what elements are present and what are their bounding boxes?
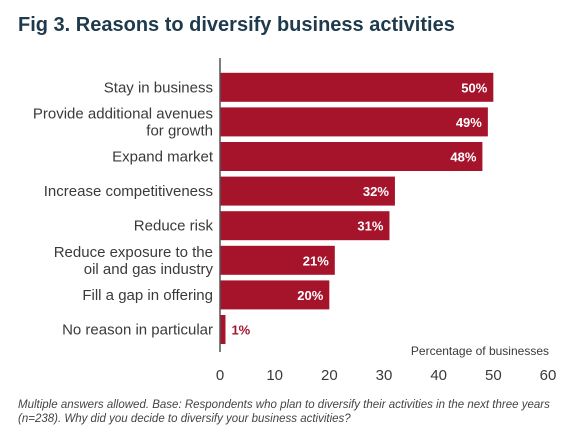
value-label-0: 50% <box>461 80 487 95</box>
bar-1 <box>220 107 488 137</box>
category-label-4: Reduce risk <box>134 218 214 235</box>
x-tick-label-3: 30 <box>376 367 393 384</box>
x-tick-label-1: 10 <box>266 367 283 384</box>
chart-footnote: Multiple answers allowed. Base: Responde… <box>18 399 550 425</box>
value-label-3: 32% <box>363 184 389 199</box>
category-label-6: Fill a gap in offering <box>82 287 213 304</box>
chart-title: Fig 3. Reasons to diversify business act… <box>18 14 455 36</box>
value-label-1: 49% <box>456 115 482 130</box>
bar-0 <box>220 72 494 102</box>
category-label-1: Provide additional avenues for growth <box>33 105 213 139</box>
x-tick-label-5: 50 <box>485 367 502 384</box>
bar-3 <box>220 176 395 206</box>
x-tick-label-0: 0 <box>216 367 224 384</box>
category-label-2: Expand market <box>112 149 214 166</box>
category-label-3: Increase competitiveness <box>44 183 213 200</box>
bar-7 <box>220 315 226 344</box>
x-tick-label-4: 40 <box>430 367 447 384</box>
x-axis-title: Percentage of businesses <box>411 344 549 358</box>
value-label-4: 31% <box>357 219 383 234</box>
category-label-7: No reason in particular <box>62 322 213 339</box>
value-label-2: 48% <box>450 150 476 165</box>
x-tick-label-6: 60 <box>540 367 557 384</box>
value-label-6: 20% <box>297 288 323 303</box>
bar-5 <box>220 245 335 275</box>
bar-4 <box>220 211 390 241</box>
bar-2 <box>220 142 483 171</box>
value-label-5: 21% <box>303 253 329 268</box>
category-label-5: Reduce exposure to the oil and gas indust… <box>54 244 214 278</box>
bar-6 <box>220 280 330 310</box>
value-label-7: 1% <box>231 323 250 338</box>
category-label-0: Stay in business <box>104 79 213 96</box>
x-tick-label-2: 20 <box>321 367 338 384</box>
